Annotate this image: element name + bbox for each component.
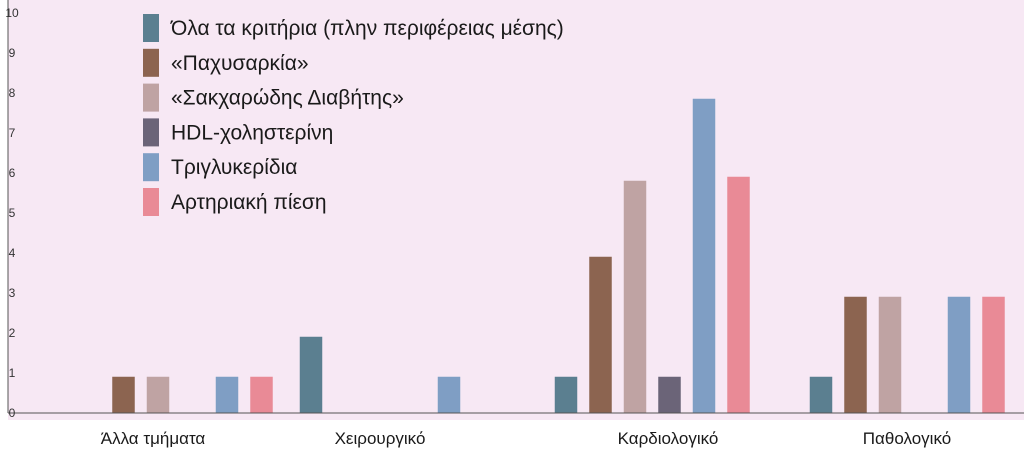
plot-background — [8, 0, 1024, 420]
bar — [809, 376, 833, 414]
y-tick-label: 3 — [9, 286, 16, 300]
legend-label: «Παχυσαρκία» — [171, 52, 309, 75]
legend-swatch — [143, 118, 159, 147]
bar — [727, 176, 750, 414]
legend-label: Όλα τα κριτήρια (πλην περιφέρειας μέσης) — [170, 17, 564, 40]
legend-swatch — [143, 83, 159, 112]
legend-label: Αρτηριακή πίεση — [171, 191, 327, 214]
y-tick-label: 8 — [9, 86, 16, 100]
legend-swatch — [143, 188, 159, 216]
bar — [250, 376, 273, 414]
legend-label: Τριγλυκερίδια — [171, 156, 297, 179]
y-tick-label: 1 — [9, 366, 16, 380]
legend-label: «Σακχαρώδης Διαβήτης» — [171, 87, 404, 110]
x-category-label: Άλλα τμήματα — [101, 429, 206, 448]
x-category-label: Παθολογικό — [863, 429, 951, 448]
bar — [215, 376, 239, 414]
bar — [146, 376, 170, 414]
bar — [437, 376, 461, 414]
bar — [692, 98, 716, 414]
y-tick-label: 7 — [9, 126, 16, 140]
bar — [658, 376, 681, 414]
bar — [878, 296, 902, 414]
bar — [982, 296, 1005, 414]
y-tick-label: 4 — [9, 246, 16, 260]
legend: Όλα τα κριτήρια (πλην περιφέρειας μέσης)… — [143, 14, 564, 216]
bar — [947, 296, 971, 414]
bar — [112, 376, 135, 414]
y-tick-label: 0 — [9, 406, 16, 420]
legend-label: HDL-χοληστερίνη — [171, 121, 333, 144]
y-tick-label: 2 — [9, 326, 16, 340]
bar — [589, 256, 612, 414]
legend-swatch — [143, 48, 159, 77]
x-category-label: Χειρουργικό — [335, 429, 426, 448]
bar — [623, 180, 647, 414]
bar — [844, 296, 867, 414]
x-category-label: Καρδιολογικό — [618, 429, 719, 448]
y-tick-label: 9 — [9, 46, 16, 60]
y-tick-label: 5 — [9, 206, 16, 220]
bar — [554, 376, 578, 414]
legend-swatch — [143, 14, 159, 42]
y-tick-label: 10 — [5, 6, 19, 20]
y-ticks-group: 0 1 2 3 4 5 6 7 8 9 10 — [5, 6, 19, 420]
bar — [299, 336, 323, 414]
legend-swatch — [143, 153, 159, 182]
bars-group — [112, 98, 1005, 414]
x-categories-group: Άλλα τμήματα Χειρουργικό Καρδιολογικό Παθολ… — [101, 429, 951, 448]
y-tick-label: 6 — [9, 166, 16, 180]
